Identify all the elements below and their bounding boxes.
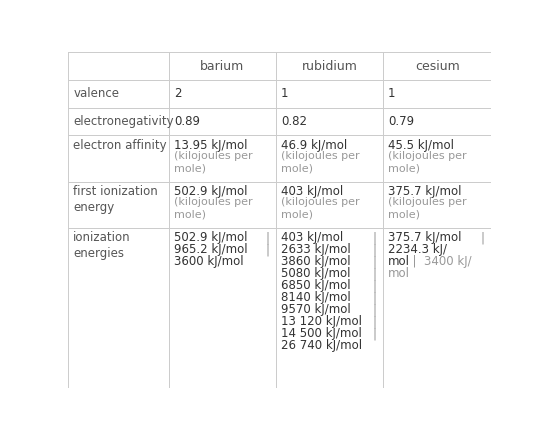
Text: 502.9 kJ/mol: 502.9 kJ/mol <box>174 185 247 198</box>
Text: 9570 kJ/mol: 9570 kJ/mol <box>281 303 351 316</box>
Text: 1: 1 <box>388 87 395 100</box>
Text: 0.79: 0.79 <box>388 115 414 128</box>
Text: cesium: cesium <box>415 60 460 73</box>
Text: 2: 2 <box>174 87 182 100</box>
Text: (kilojoules per
mole): (kilojoules per mole) <box>281 151 360 174</box>
Text: (kilojoules per
mole): (kilojoules per mole) <box>174 198 253 220</box>
Text: 502.9 kJ/mol: 502.9 kJ/mol <box>174 231 247 244</box>
Text: first ionization
energy: first ionization energy <box>73 185 158 214</box>
Text: 46.9 kJ/mol: 46.9 kJ/mol <box>281 139 347 152</box>
Text: 3860 kJ/mol: 3860 kJ/mol <box>281 255 351 268</box>
Text: electronegativity: electronegativity <box>73 115 174 128</box>
Text: electron affinity: electron affinity <box>73 139 167 152</box>
Text: rubidium: rubidium <box>301 60 358 73</box>
Text: |: | <box>372 267 376 280</box>
Text: 403 kJ/mol: 403 kJ/mol <box>281 231 343 244</box>
Text: |: | <box>372 243 376 256</box>
Text: |: | <box>265 243 269 256</box>
Text: ionization
energies: ionization energies <box>73 231 131 260</box>
Text: 375.7 kJ/mol: 375.7 kJ/mol <box>388 185 461 198</box>
Text: mol: mol <box>388 267 410 280</box>
Text: 13 120 kJ/mol: 13 120 kJ/mol <box>281 315 362 328</box>
Text: 965.2 kJ/mol: 965.2 kJ/mol <box>174 243 248 256</box>
Text: |: | <box>372 303 376 316</box>
Text: barium: barium <box>200 60 245 73</box>
Text: |: | <box>372 315 376 328</box>
Text: (kilojoules per
mole): (kilojoules per mole) <box>388 198 467 220</box>
Text: 5080 kJ/mol: 5080 kJ/mol <box>281 267 351 280</box>
Text: 1: 1 <box>281 87 288 100</box>
Text: 2234.3 kJ/: 2234.3 kJ/ <box>388 243 447 256</box>
Text: |  3400 kJ/: | 3400 kJ/ <box>405 255 472 268</box>
Text: 45.5 kJ/mol: 45.5 kJ/mol <box>388 139 454 152</box>
Text: mol: mol <box>388 255 410 268</box>
Text: |: | <box>265 231 269 244</box>
Text: |: | <box>372 279 376 292</box>
Text: 8140 kJ/mol: 8140 kJ/mol <box>281 291 351 304</box>
Text: 13.95 kJ/mol: 13.95 kJ/mol <box>174 139 247 152</box>
Text: 0.82: 0.82 <box>281 115 307 128</box>
Text: 14 500 kJ/mol: 14 500 kJ/mol <box>281 327 362 340</box>
Text: 26 740 kJ/mol: 26 740 kJ/mol <box>281 339 362 352</box>
Text: |: | <box>481 231 485 244</box>
Text: 6850 kJ/mol: 6850 kJ/mol <box>281 279 351 292</box>
Text: valence: valence <box>73 87 120 100</box>
Text: 0.89: 0.89 <box>174 115 200 128</box>
Text: |: | <box>372 255 376 268</box>
Text: (kilojoules per
mole): (kilojoules per mole) <box>174 151 253 174</box>
Text: |: | <box>372 231 376 244</box>
Text: 3600 kJ/mol: 3600 kJ/mol <box>174 255 244 268</box>
Text: (kilojoules per
mole): (kilojoules per mole) <box>281 198 360 220</box>
Text: |: | <box>372 327 376 340</box>
Text: |: | <box>372 291 376 304</box>
Text: 403 kJ/mol: 403 kJ/mol <box>281 185 343 198</box>
Text: 2633 kJ/mol: 2633 kJ/mol <box>281 243 351 256</box>
Text: (kilojoules per
mole): (kilojoules per mole) <box>388 151 467 174</box>
Text: 375.7 kJ/mol: 375.7 kJ/mol <box>388 231 461 244</box>
